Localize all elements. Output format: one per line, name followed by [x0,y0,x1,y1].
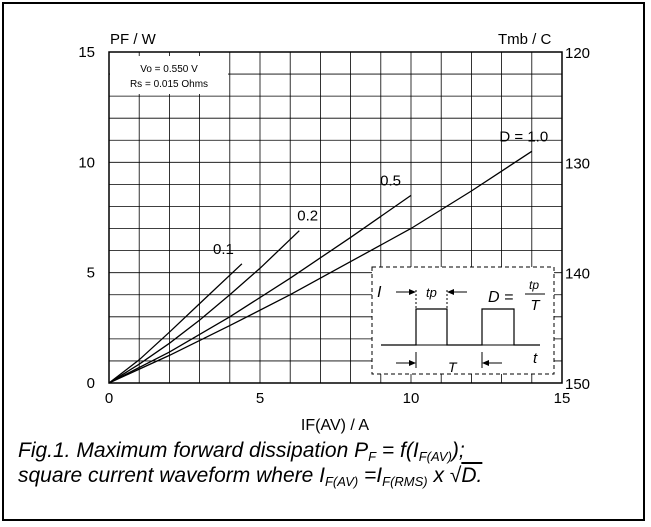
plot-border [108,51,563,384]
y-tick-label: 10 [78,154,95,171]
x-tick-label: 15 [554,390,571,407]
series-line [108,150,533,384]
x-tick-label: 10 [403,390,420,407]
y2-tick-label: 130 [565,155,590,172]
series-line [108,194,412,384]
series-label: 0.1 [213,241,234,258]
y2-tick-label: 140 [565,266,590,283]
inset-x-label: t [533,350,538,367]
waveform-inset: I tp T t D = tp T [371,266,555,375]
duty-formula-lhs: D = [488,289,513,306]
y2-axis-label: Tmb / C [498,31,552,48]
param-rs: Rs = 0.015 Ohms [130,79,208,90]
caption-line-2: square current waveform where IF(AV) =IF… [18,464,483,489]
series-group: 0.1 0.2 0.5 D = 1.0 [108,128,548,384]
series-label: D = 1.0 [499,128,548,145]
series-line [108,230,300,384]
param-box: Vo = 0.550 V Rs = 0.015 Ohms [110,56,228,94]
x-axis-label: IF(AV) / A [301,417,369,434]
series-label: 0.5 [380,172,401,189]
y-tick-label: 15 [78,44,95,61]
x-tick-label: 5 [256,390,264,407]
y2-tick-label: 150 [565,376,590,393]
duty-formula-den: T [530,297,541,314]
figure-frame [2,2,645,521]
x-tick-label: 0 [105,390,113,407]
inset-tp-label: tp [426,285,437,300]
series-label: 0.2 [297,208,318,225]
y2-tick-label: 120 [565,45,590,62]
caption-line-1: Fig.1. Maximum forward dissipation PF = … [18,439,465,464]
y-tick-label: 5 [87,265,95,282]
square-wave [381,308,540,346]
figure-caption: Fig.1. Maximum forward dissipation PF = … [18,438,638,488]
series-line [108,263,243,384]
param-vo: Vo = 0.550 V [140,64,198,75]
inset-y-label: I [377,284,382,301]
inset-period-label: T [448,359,458,375]
duty-formula-num: tp [529,278,539,292]
y-tick-label: 0 [87,375,95,392]
inset-box [371,266,555,375]
y-axis-label: PF / W [110,31,157,48]
